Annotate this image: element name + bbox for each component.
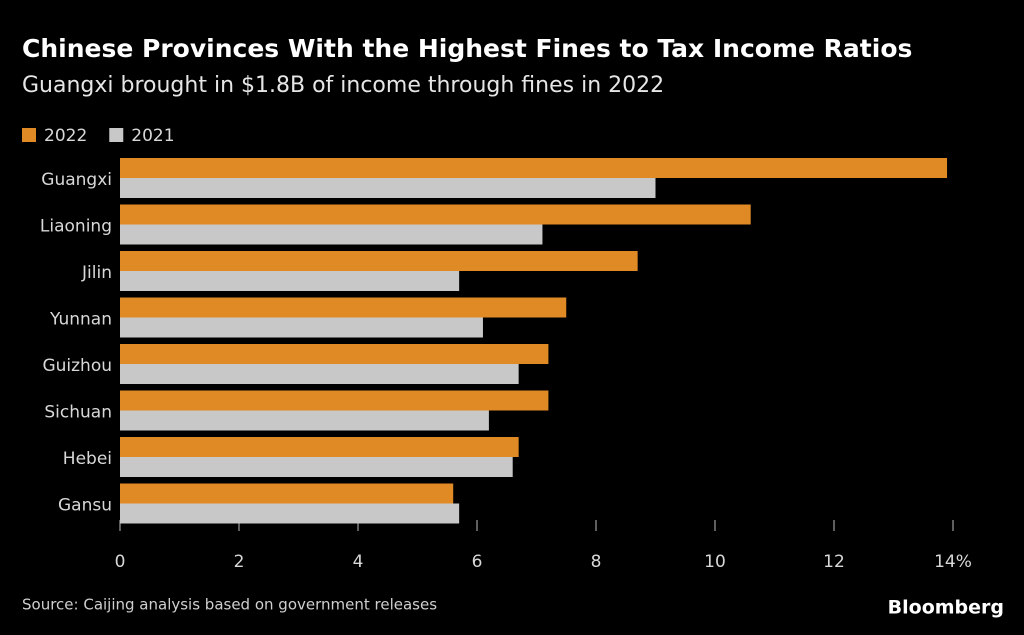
bar bbox=[120, 297, 567, 318]
legend-swatch bbox=[109, 128, 124, 142]
bar bbox=[120, 204, 751, 225]
chart-title: Chinese Provinces With the Highest Fines… bbox=[22, 34, 912, 63]
y-tick-label: Guangxi bbox=[41, 170, 112, 190]
x-tick-label: 0 bbox=[115, 552, 126, 572]
logo: Bloomberg bbox=[888, 597, 1004, 619]
bar bbox=[120, 251, 638, 271]
y-tick-label: Hebei bbox=[63, 449, 112, 469]
y-tick-label: Guizhou bbox=[42, 356, 112, 376]
bar bbox=[120, 503, 460, 524]
bar bbox=[120, 158, 948, 178]
y-tick-label: Liaoning bbox=[40, 217, 112, 237]
x-tick-label: 4 bbox=[353, 552, 364, 572]
legend-label: 2021 bbox=[131, 126, 174, 146]
bar bbox=[120, 410, 489, 431]
y-tick-label: Gansu bbox=[58, 496, 112, 516]
x-tick-label: 6 bbox=[472, 552, 483, 572]
bar bbox=[120, 271, 460, 291]
bar bbox=[120, 457, 513, 477]
x-tick-label: 14% bbox=[934, 552, 972, 572]
bar bbox=[120, 390, 549, 411]
x-tick-label: 2 bbox=[234, 552, 245, 572]
y-tick-label: Sichuan bbox=[44, 403, 112, 423]
x-tick-label: 8 bbox=[591, 552, 602, 572]
x-tick-label: 10 bbox=[704, 552, 726, 572]
y-tick-label: Jilin bbox=[81, 263, 112, 283]
y-tick-label: Yunnan bbox=[49, 310, 112, 330]
bar bbox=[120, 483, 454, 504]
bar bbox=[120, 437, 519, 457]
legend-label: 2022 bbox=[44, 126, 87, 146]
bar bbox=[120, 178, 656, 198]
chart-subtitle: Guangxi brought in $1.8B of income throu… bbox=[22, 73, 664, 98]
x-tick-label: 12 bbox=[823, 552, 845, 572]
bar bbox=[120, 344, 549, 364]
source: Source: Caijing analysis based on govern… bbox=[22, 596, 437, 614]
bar bbox=[120, 317, 483, 338]
legend-swatch bbox=[22, 128, 36, 142]
bar bbox=[120, 364, 519, 384]
bar bbox=[120, 224, 543, 245]
